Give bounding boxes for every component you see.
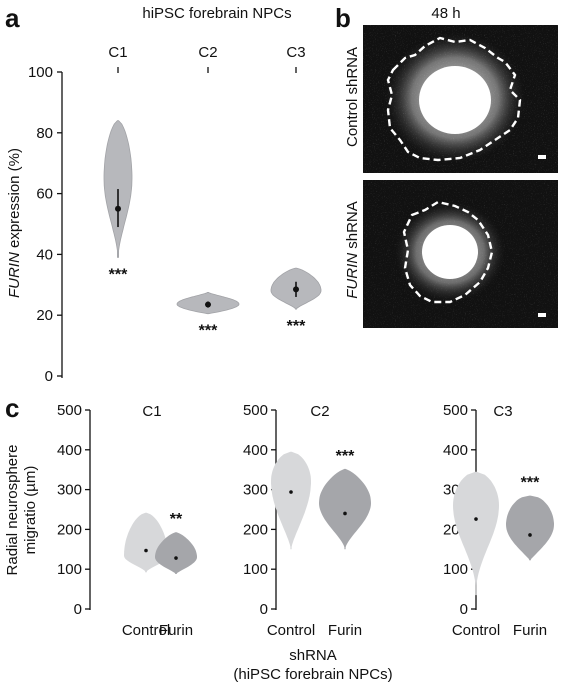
panel-a-category-label: C1 [108, 44, 127, 61]
panel-c-xtick-label: Furin [513, 622, 547, 639]
panel-a-ylabel-italic: FURIN [6, 252, 23, 298]
panel-c-median-point [528, 533, 532, 537]
panel-c-median-point [474, 517, 478, 521]
panel-c-ytick-label: 500 [57, 402, 82, 419]
panel-a-median-point [293, 286, 299, 293]
panel-a-ylabel-rest: expression (%) [6, 148, 23, 252]
panel-c-violin-control [453, 471, 499, 596]
panel-c-ylabel-line1: Radial neurosphere [4, 445, 21, 576]
micrograph-furin-scalebar [538, 313, 546, 317]
panel-a-ytick-label: 40 [36, 246, 53, 263]
panel-b-letter: b [335, 3, 351, 33]
panel-b-row1-label: Control shRNA [344, 47, 361, 147]
panel-c-ytick-label: 0 [74, 601, 82, 618]
panel-c-ylabel-line2: migratio (µm) [22, 466, 39, 555]
panel-b-row2-label: FURIN shRNA [344, 201, 361, 299]
panel-c-ytick-label: 400 [243, 442, 268, 459]
panel-c-ytick-label: 0 [260, 601, 268, 618]
panel-c-xtick-label: Control [267, 622, 315, 639]
panel-c-violin-furin [506, 495, 554, 561]
panel-c-median-point [144, 548, 148, 553]
panel-a-ytick-label: 0 [45, 368, 53, 385]
panel-c-significance: ** [170, 511, 183, 528]
panel-a-significance: *** [199, 323, 218, 340]
panel-c-ytick-label: 100 [443, 561, 468, 578]
micrograph-control-scalebar [538, 155, 546, 159]
panel-a-violin [103, 120, 133, 258]
panel-c-ytick-label: 500 [443, 402, 468, 419]
panel-c-xlabel-line1: shRNA [289, 647, 337, 664]
panel-c-ytick-label: 200 [57, 521, 82, 538]
panel-c-plots: 0 100 200 300 400 500 C1 Control ** Furin 0 100 200 3… [57, 402, 554, 639]
panel-b-row2-label-rest: shRNA [344, 201, 361, 253]
panel-c-xtick-label: Control [452, 622, 500, 639]
panel-c-ytick-label: 400 [443, 442, 468, 459]
panel-c-subplot-title: C1 [142, 403, 161, 420]
panel-c-ytick-label: 400 [57, 442, 82, 459]
panel-c-ytick-label: 100 [57, 561, 82, 578]
micrograph-furin-outline [402, 200, 494, 304]
panel-a-significance: *** [109, 266, 128, 283]
panel-c-median-point [174, 556, 178, 560]
micrograph-control-core [419, 66, 491, 134]
micrograph-control-outline [386, 36, 522, 162]
panel-c-ytick-label: 0 [460, 601, 468, 618]
panel-a-plot: C1 *** C2 *** C3 *** [103, 44, 322, 340]
panel-c-median-point [289, 490, 293, 494]
panel-c-xlabel-line2: (hiPSC forebrain NPCs) [233, 666, 392, 683]
panel-c-significance: *** [521, 475, 540, 492]
panel-c-ytick-label: 300 [243, 482, 268, 499]
panel-c-violin-control [271, 451, 311, 550]
panel-a-ytick-label: 60 [36, 186, 53, 203]
panel-a-letter: a [5, 3, 20, 33]
micrograph-furin [363, 180, 558, 328]
panel-c-subplot-title: C2 [310, 403, 329, 420]
panel-a-ytick-label: 20 [36, 307, 53, 324]
panel-a-ytick-label: 80 [36, 125, 53, 142]
panel-a-significance: *** [287, 318, 306, 335]
micrograph-control [363, 25, 558, 173]
panel-c-ytick-label: 200 [243, 521, 268, 538]
panel-a-title: hiPSC forebrain NPCs [142, 5, 291, 22]
panel-c-xtick-label: Furin [328, 622, 362, 639]
panel-c-subplot-c2: 0 100 200 300 400 500 C2 Control *** Furin [243, 402, 371, 639]
panel-c-violin-furin [319, 468, 371, 550]
panel-a-ytick-label: 100 [28, 64, 53, 81]
panel-a-category-label: C3 [286, 44, 305, 61]
panel-c-significance: *** [336, 448, 355, 465]
panel-a-median-point [115, 205, 121, 212]
micrograph-furin-core [422, 225, 478, 279]
panel-c-xtick-label: Furin [159, 622, 193, 639]
panel-c-subplot-c1: 0 100 200 300 400 500 C1 Control ** Furin [57, 402, 197, 639]
panel-c-letter: c [5, 393, 19, 423]
panel-c-subplot-title: C3 [493, 403, 512, 420]
panel-c-median-point [343, 511, 347, 516]
panel-c-xtick-label: Control [122, 622, 170, 639]
panel-a-category-label: C2 [198, 44, 217, 61]
panel-c-ytick-label: 300 [57, 482, 82, 499]
panel-b-title: 48 h [431, 5, 460, 22]
panel-a-ylabel: FURIN expression (%) [6, 148, 23, 298]
panel-c-ytick-label: 100 [243, 561, 268, 578]
panel-c-ytick-label: 500 [243, 402, 268, 419]
panel-c-violin-furin [155, 532, 197, 574]
panel-b-row2-label-italic: FURIN [344, 253, 361, 299]
panel-a-y-ticks: 0 20 40 60 80 100 [28, 64, 62, 385]
panel-a-median-point [205, 301, 211, 308]
